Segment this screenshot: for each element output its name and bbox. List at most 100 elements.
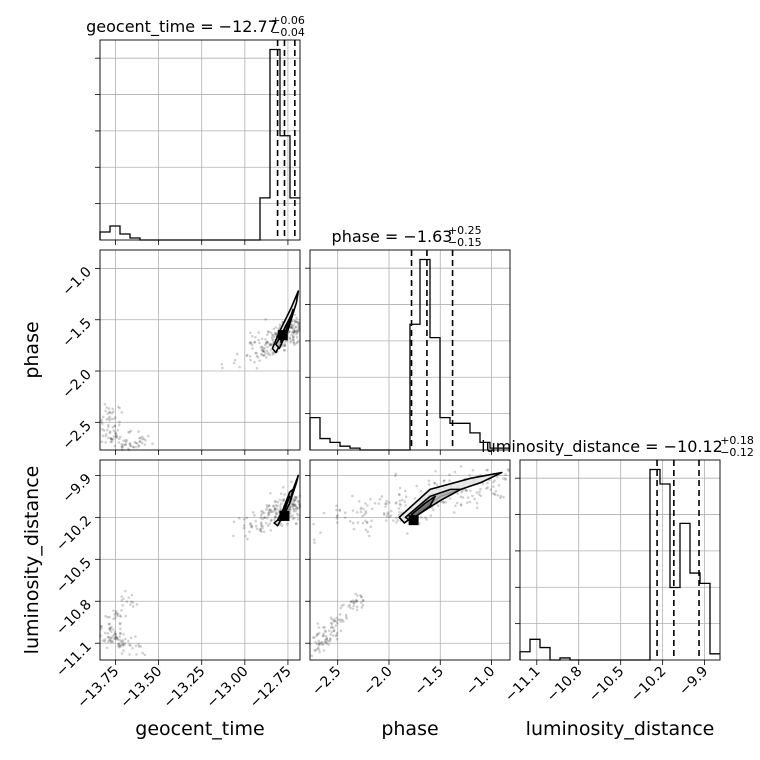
sample-point <box>283 493 287 496</box>
sample-point <box>498 496 502 500</box>
sample-point <box>264 341 268 345</box>
sample-point <box>266 514 270 517</box>
sample-point <box>313 636 316 639</box>
sample-point <box>245 354 248 358</box>
sample-point <box>137 643 140 646</box>
sample-point <box>265 333 269 337</box>
sample-point <box>493 493 497 497</box>
sample-point <box>151 442 154 446</box>
sample-point <box>113 635 117 639</box>
sample-point <box>321 634 325 637</box>
sample-point <box>317 631 321 635</box>
sample-point <box>335 517 339 520</box>
sample-point <box>398 499 402 503</box>
sample-point <box>369 525 373 529</box>
sample-point <box>295 335 299 339</box>
sample-point <box>292 502 296 505</box>
sample-point <box>413 497 417 500</box>
sample-point <box>273 507 277 511</box>
title-minus-luminosity_distance: −0.12 <box>720 446 754 459</box>
sample-point <box>248 355 252 358</box>
sample-point <box>387 501 391 504</box>
sample-point <box>361 603 365 607</box>
sample-point <box>324 634 328 638</box>
sample-point <box>292 335 295 339</box>
sample-point <box>318 641 321 645</box>
sample-point <box>283 344 287 347</box>
sample-point <box>142 437 146 441</box>
sample-point <box>125 600 129 603</box>
sample-point <box>108 615 111 619</box>
sample-point <box>359 595 363 598</box>
sample-point <box>108 431 112 435</box>
sample-point <box>364 511 368 515</box>
sample-point <box>262 511 266 515</box>
sample-point <box>106 423 110 427</box>
sample-point <box>296 518 300 521</box>
sample-point <box>322 626 325 629</box>
sample-point <box>335 616 339 620</box>
sample-point <box>356 521 360 524</box>
sample-point <box>114 432 117 436</box>
sample-point <box>134 441 138 445</box>
sample-point <box>340 604 344 607</box>
sample-point <box>115 436 119 439</box>
sample-point <box>109 636 112 640</box>
sample-point <box>109 440 113 444</box>
sample-point <box>255 354 259 358</box>
sample-point <box>112 617 115 621</box>
sample-point <box>355 600 359 603</box>
sample-point <box>342 603 345 607</box>
sample-point <box>259 529 262 533</box>
sample-point <box>504 477 507 480</box>
sample-point <box>249 331 252 335</box>
sample-point <box>275 503 278 507</box>
sample-point <box>100 440 104 444</box>
axes-frame <box>309 249 511 451</box>
sample-point <box>267 331 270 334</box>
sample-point <box>442 479 446 483</box>
sample-point <box>342 620 345 623</box>
sample-point <box>295 330 299 334</box>
sample-point <box>294 320 298 324</box>
sample-point <box>292 323 296 326</box>
sample-point <box>113 424 117 427</box>
sample-point <box>265 349 269 353</box>
sample-point <box>293 507 296 511</box>
contour-level <box>410 495 436 519</box>
sample-point <box>104 614 107 618</box>
sample-point <box>113 424 117 428</box>
sample-point <box>343 511 347 515</box>
sample-point <box>355 511 359 514</box>
sample-point <box>398 493 401 497</box>
sample-point <box>289 326 292 329</box>
sample-point <box>280 502 283 505</box>
sample-point <box>419 489 423 493</box>
sample-point <box>322 643 325 646</box>
sample-point <box>395 501 398 504</box>
sample-point <box>116 614 120 618</box>
sample-point <box>120 411 124 414</box>
sample-point <box>415 484 419 488</box>
sample-point <box>389 514 393 517</box>
sample-point <box>479 494 483 498</box>
sample-point <box>468 500 472 504</box>
sample-point <box>475 491 479 494</box>
sample-point <box>293 343 297 346</box>
y-axis-label-luminosity_distance: luminosity_distance <box>21 466 43 655</box>
sample-point <box>129 429 133 433</box>
sample-point <box>118 638 122 642</box>
sample-point <box>112 429 116 433</box>
sample-point <box>122 649 125 652</box>
sample-point <box>328 637 332 640</box>
sample-point <box>293 503 297 507</box>
sample-point <box>289 514 293 518</box>
sample-point <box>292 338 295 342</box>
sample-point <box>382 513 386 516</box>
sample-point <box>285 339 288 343</box>
sample-point <box>120 599 124 602</box>
sample-point <box>338 613 342 616</box>
sample-point <box>323 625 326 629</box>
sample-point <box>107 635 111 639</box>
sample-point <box>502 495 505 499</box>
